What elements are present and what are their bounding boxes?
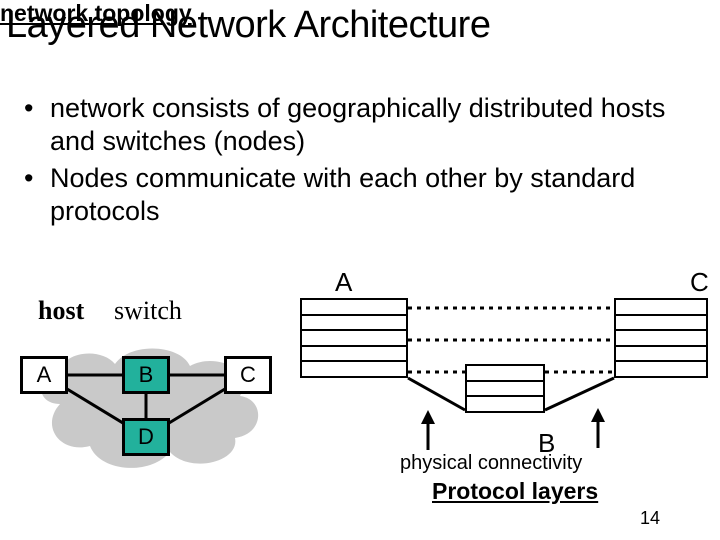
network-topology-diagram: A B C D [20, 326, 280, 476]
protocol-stack-b [465, 364, 545, 411]
node-a: A [20, 356, 68, 394]
protocol-layer [614, 360, 708, 378]
node-b: B [122, 356, 170, 394]
protocol-stack-c [614, 298, 708, 376]
protocol-stack-a [300, 298, 408, 376]
protocol-layer [465, 395, 545, 413]
node-d: D [122, 418, 170, 456]
slide: Layered Network Architecture network con… [0, 0, 720, 540]
protocol-layer [300, 360, 408, 378]
node-c: C [224, 356, 272, 394]
